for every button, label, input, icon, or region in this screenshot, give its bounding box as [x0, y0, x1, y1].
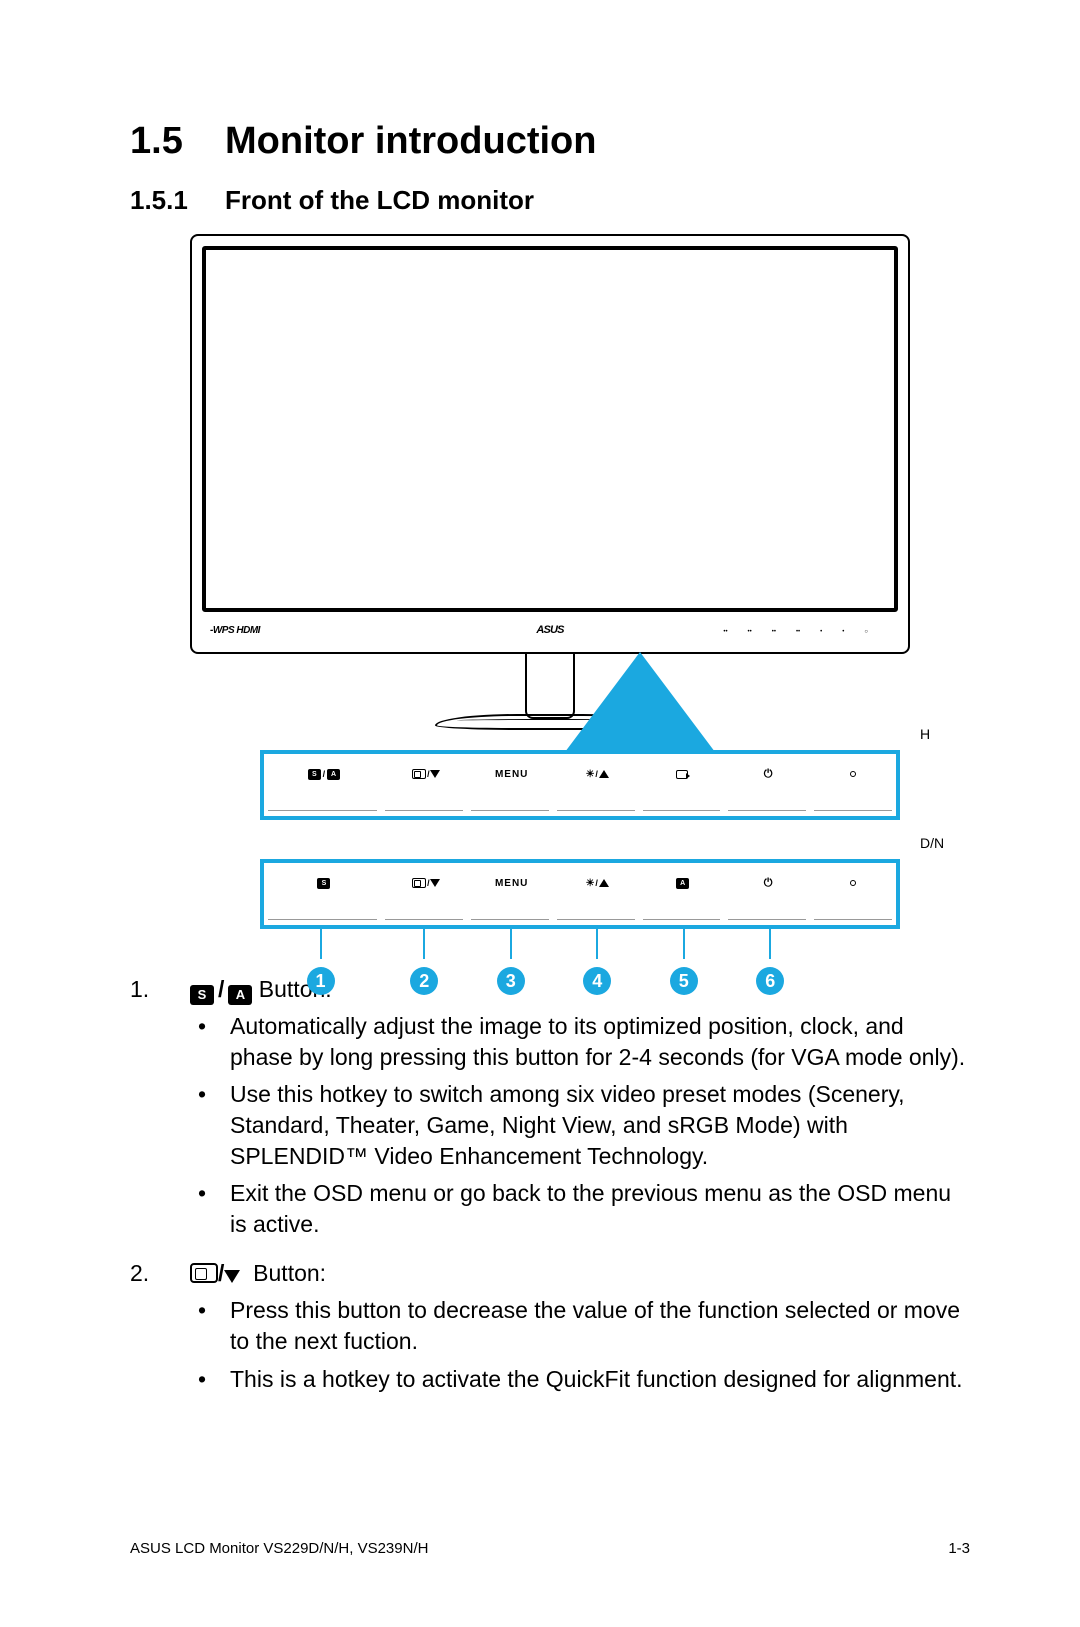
- subsection-heading: 1.5.1Front of the LCD monitor: [130, 185, 970, 216]
- page-footer: ASUS LCD Monitor VS229D/N/H, VS239N/H 1-…: [130, 1540, 970, 1557]
- list-item-2: 2. / Button: •Press this button to decre…: [130, 1258, 970, 1400]
- bullet-text: Press this button to decrease the value …: [230, 1295, 970, 1357]
- bullet-text: Exit the OSD menu or go back to the prev…: [230, 1178, 970, 1240]
- a-icon: [228, 985, 252, 1005]
- section-heading: 1.5Monitor introduction: [130, 120, 970, 163]
- s-icon: [190, 985, 214, 1005]
- monitor-screen: [202, 246, 898, 612]
- subsection-title: Front of the LCD monitor: [225, 185, 534, 215]
- bezel-button-hints: ••••••••••○: [723, 629, 868, 635]
- bullet-text: This is a hotkey to activate the QuickFi…: [230, 1364, 970, 1395]
- list-item-head: / Button:: [190, 1258, 970, 1289]
- callout-4: 4: [583, 967, 611, 995]
- callout-triangle: [565, 652, 715, 752]
- panel-h-row: S/A / MENU /: [264, 767, 896, 781]
- bezel-left-label: -WPS HDMI: [210, 625, 260, 636]
- callout-1: 1: [307, 967, 335, 995]
- bullet-text: Use this hotkey to switch among six vide…: [230, 1079, 970, 1172]
- body-text: 1. / Button: •Automatically adjust the i…: [130, 974, 970, 1401]
- footer-left: ASUS LCD Monitor VS229D/N/H, VS239N/H: [130, 1540, 428, 1557]
- panel-dn-row: S / MENU / A: [264, 876, 896, 890]
- callout-2: 2: [410, 967, 438, 995]
- button-panel-dn: S / MENU / A: [260, 859, 900, 929]
- monitor-frame: -WPS HDMI ASUS ••••••••••○: [190, 234, 910, 654]
- section-title: Monitor introduction: [225, 120, 596, 162]
- quickfit-icon: [190, 1263, 218, 1283]
- callout-6: 6: [756, 967, 784, 995]
- bezel-brand-label: ASUS: [536, 624, 563, 636]
- button-label: Button:: [247, 1260, 326, 1286]
- subsection-number: 1.5.1: [130, 185, 225, 216]
- bullet-text: Automatically adjust the image to its op…: [230, 1011, 970, 1073]
- panel-dn-label: D/N: [920, 835, 944, 851]
- monitor-diagram: -WPS HDMI ASUS ••••••••••○ H S/A / MENU …: [190, 234, 950, 944]
- callout-leaders: 1 2 3 4 5 6: [260, 929, 900, 995]
- callout-3: 3: [497, 967, 525, 995]
- panel-h-label: H: [920, 726, 930, 742]
- down-triangle-icon: [224, 1270, 240, 1283]
- footer-right: 1-3: [948, 1540, 970, 1557]
- callout-5: 5: [670, 967, 698, 995]
- section-number: 1.5: [130, 120, 225, 163]
- list-item-1: 1. / Button: •Automatically adjust the i…: [130, 974, 970, 1246]
- list-index: 1.: [130, 974, 190, 1246]
- button-panel-h: S/A / MENU /: [260, 750, 900, 820]
- list-index: 2.: [130, 1258, 190, 1400]
